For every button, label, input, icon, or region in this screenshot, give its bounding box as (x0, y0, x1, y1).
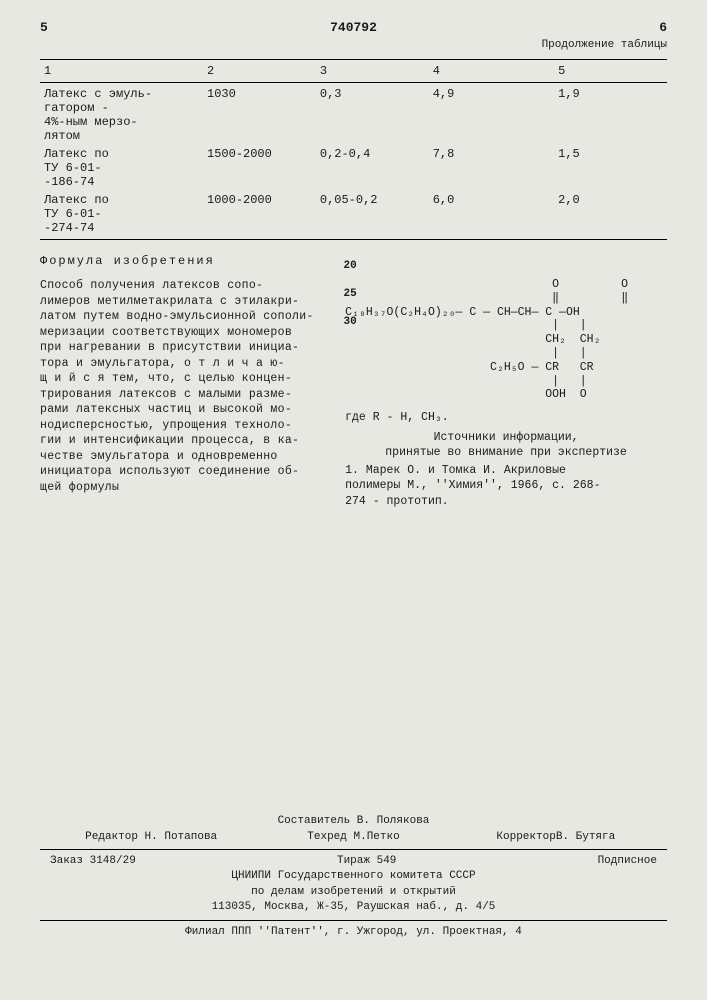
chem-line: C₂H₅O — CR CR (345, 361, 593, 374)
where-r: где R - H, CH₃. (345, 410, 667, 426)
col-1-header: 1 (40, 62, 203, 80)
table-continuation-label: Продолжение таблицы (40, 39, 667, 51)
claim-text: Способ получения латексов сопо- лимеров … (40, 278, 337, 509)
page-header: 5 740792 6 (40, 20, 667, 35)
row2-c3: 0,2-0,4 (316, 145, 429, 191)
divider (40, 849, 667, 850)
order-number: Заказ 3148/29 (50, 854, 136, 869)
patent-number: 740792 (120, 20, 587, 35)
col-3-header: 3 (316, 62, 429, 80)
row1-c4: 4,9 (429, 85, 554, 145)
row2-c4: 7,8 (429, 145, 554, 191)
chem-line: O O (345, 278, 628, 291)
table-row: Латекс по ТУ 6-01- -274-74 1000-2000 0,0… (40, 191, 667, 237)
row1-c2: 1030 (203, 85, 316, 145)
divider (40, 59, 667, 60)
org-address: ЦНИИПИ Государственного комитета СССР по… (40, 869, 667, 915)
source-1: 1. Марек О. и Томка И. Акриловые полимер… (345, 463, 667, 510)
row1-c5: 1,9 (554, 85, 667, 145)
table-header-row: 1 2 3 4 5 (40, 62, 667, 80)
row3-c4: 6,0 (429, 191, 554, 237)
row3-c3: 0,05-0,2 (316, 191, 429, 237)
header-col-right: 6 (587, 20, 667, 35)
line-mark: 30 (344, 316, 357, 328)
row2-c5: 1,5 (554, 145, 667, 191)
header-col-left: 5 (40, 20, 120, 35)
chem-line: | | (345, 375, 587, 388)
editor-name: Редактор Н. Потапова (50, 830, 252, 845)
data-table: 1 2 3 4 5 (40, 62, 667, 80)
compiler-line: Составитель В. Полякова (40, 814, 667, 829)
divider (40, 920, 667, 921)
row2-label: Латекс по ТУ 6-01- -186-74 (40, 145, 203, 191)
data-table-body: Латекс с эмуль- гатором - 4%-ным мерзо- … (40, 85, 667, 237)
chemical-formula: O O ‖ ‖ C₁₈H₃₇O(C₂H₄O)₂₀— C — CH—CH— C —… (345, 278, 667, 402)
chem-line: CH₂ CH₂ (345, 333, 600, 346)
table-row: Латекс по ТУ 6-01- -186-74 1500-2000 0,2… (40, 145, 667, 191)
techred-name: Техред М.Петко (252, 830, 454, 845)
podpisnoe: Подписное (598, 854, 657, 869)
tirazh: Тираж 549 (337, 854, 396, 869)
row3-label: Латекс по ТУ 6-01- -274-74 (40, 191, 203, 237)
chem-line: ‖ ‖ (345, 292, 628, 305)
footer: Составитель В. Полякова Редактор Н. Пота… (40, 814, 667, 940)
row1-label: Латекс с эмуль- гатором - 4%-ным мерзо- … (40, 85, 203, 145)
chem-line: | | (345, 319, 587, 332)
col-5-header: 5 (554, 62, 667, 80)
col-4-header: 4 (429, 62, 554, 80)
chem-line: C₁₈H₃₇O(C₂H₄O)₂₀— C — CH—CH— C —OH (345, 306, 580, 319)
sources-title: Источники информации, принятые во вниман… (345, 430, 667, 461)
col-2-header: 2 (203, 62, 316, 80)
chem-line: OOH O (345, 388, 587, 401)
table-row: Латекс с эмуль- гатором - 4%-ным мерзо- … (40, 85, 667, 145)
row1-c3: 0,3 (316, 85, 429, 145)
line-number-marks: 20 25 30 (344, 260, 357, 328)
corrector-name: КорректорВ. Бутяга (455, 830, 657, 845)
line-mark: 20 (344, 260, 357, 272)
line-mark: 25 (344, 288, 357, 300)
divider (40, 239, 667, 240)
divider (40, 82, 667, 83)
row3-c5: 2,0 (554, 191, 667, 237)
row3-c2: 1000-2000 (203, 191, 316, 237)
row2-c2: 1500-2000 (203, 145, 316, 191)
chem-line: | | (345, 347, 587, 360)
branch-address: Филиал ППП ''Патент'', г. Ужгород, ул. П… (40, 925, 667, 940)
